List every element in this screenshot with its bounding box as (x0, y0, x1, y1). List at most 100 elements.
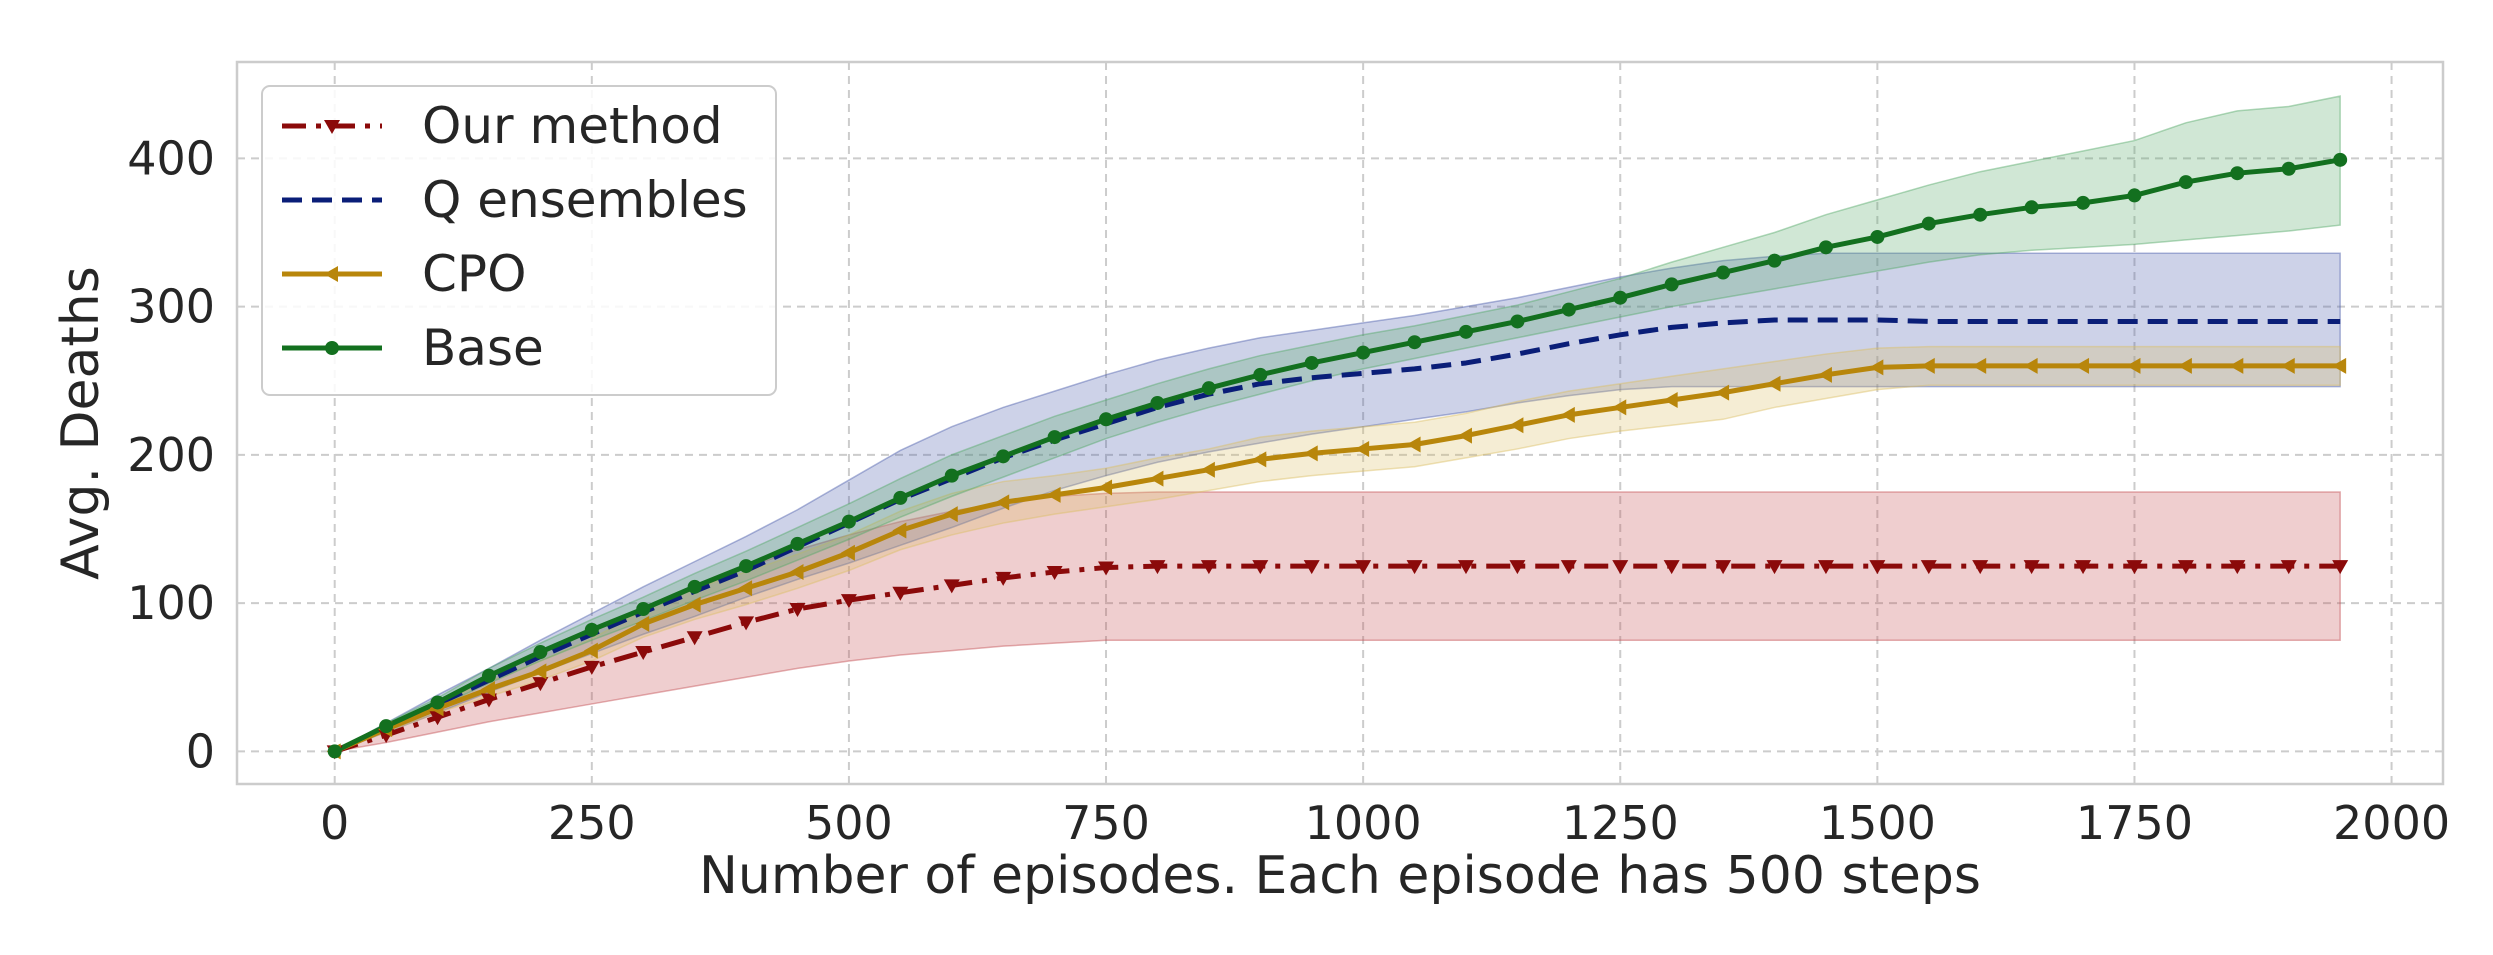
data-point (635, 615, 650, 632)
data-point (1252, 451, 1267, 468)
data-point (2126, 560, 2143, 575)
data-point (1716, 265, 1731, 280)
data-point (1664, 277, 1679, 292)
data-point (636, 602, 651, 617)
y-tick-label: 100 (127, 576, 215, 630)
data-point (532, 677, 549, 692)
data-point (687, 579, 702, 594)
data-point (1920, 357, 1935, 374)
data-point (2178, 175, 2193, 190)
data-point (995, 494, 1010, 511)
data-point (2280, 560, 2297, 575)
data-point (1561, 302, 1576, 317)
data-point (1099, 412, 1114, 427)
x-tick-label: 750 (1062, 796, 1150, 850)
data-point (327, 744, 342, 759)
x-axis-label: Number of episodes. Each episode has 500… (699, 846, 1981, 906)
x-tick-label: 1500 (1819, 796, 1936, 850)
data-point (480, 693, 497, 708)
data-point (1201, 381, 1216, 396)
data-point (686, 631, 703, 646)
data-point (1406, 560, 1423, 575)
y-tick-labels: 0 100 200 300 400 (127, 131, 215, 778)
data-point (1200, 560, 1217, 575)
data-point (841, 514, 856, 529)
data-point (1355, 440, 1370, 457)
data-point (1149, 560, 1166, 575)
data-point (1150, 395, 1165, 410)
data-point (1509, 560, 1526, 575)
legend-label: Our method (422, 97, 723, 155)
data-point (1613, 290, 1628, 305)
data-point (2229, 357, 2244, 374)
data-point (739, 559, 754, 574)
data-point (1869, 560, 1886, 575)
data-point (2281, 161, 2296, 176)
data-point (789, 563, 804, 580)
data-point (892, 586, 909, 601)
y-tick-label: 0 (186, 724, 215, 778)
data-point (1252, 560, 1269, 575)
data-point (996, 449, 1011, 464)
data-point (1457, 560, 1474, 575)
data-point (2332, 560, 2349, 575)
legend: Our method Q ensembles CPO Base (261, 85, 777, 396)
series-line (333, 363, 2341, 754)
data-point (686, 596, 701, 613)
data-point (1098, 479, 1113, 496)
data-point (2177, 357, 2192, 374)
data-point (1510, 314, 1525, 329)
data-point (2023, 357, 2038, 374)
legend-label: Base (422, 319, 544, 377)
series-markers (326, 152, 2349, 760)
data-point (480, 681, 495, 698)
data-point (2177, 560, 2194, 575)
data-point (1303, 445, 1318, 462)
data-point (1817, 366, 1832, 383)
data-point (584, 622, 599, 637)
data-point (943, 579, 960, 594)
series-line (333, 157, 2341, 754)
x-tick-label: 1750 (2076, 796, 2193, 850)
data-point (892, 522, 907, 539)
legend-label: Q ensembles (422, 171, 748, 229)
series-line (333, 563, 2341, 754)
legend-label: CPO (422, 245, 526, 303)
legend-marker (324, 120, 340, 134)
series-lines (333, 157, 2341, 754)
data-point (1663, 560, 1680, 575)
data-point (1356, 345, 1371, 360)
x-tick-label: 1250 (1562, 796, 1679, 850)
data-point (790, 536, 805, 551)
x-tick-label: 1000 (1305, 796, 1422, 850)
data-point (1663, 392, 1678, 409)
data-point (1766, 560, 1783, 575)
data-point (1715, 384, 1730, 401)
data-point (2332, 357, 2347, 374)
data-point (1149, 470, 1164, 487)
data-point (893, 490, 908, 505)
data-point (1972, 357, 1987, 374)
data-point (1973, 207, 1988, 222)
data-point (1304, 355, 1319, 370)
data-point (2280, 357, 2295, 374)
data-point (1200, 461, 1215, 478)
data-point (533, 645, 548, 660)
data-point (1920, 560, 1937, 575)
data-point (995, 571, 1012, 586)
data-point (1560, 560, 1577, 575)
y-axis-label: Avg. Deaths (51, 266, 111, 580)
legend-marker (325, 341, 339, 355)
x-tick-label: 250 (548, 796, 636, 850)
x-tick-label: 0 (320, 796, 349, 850)
data-point (2127, 188, 2142, 203)
x-tick-label: 2000 (2333, 796, 2450, 850)
data-point (1817, 560, 1834, 575)
y-tick-label: 400 (127, 131, 215, 185)
x-tick-labels: 0 250 500 750 1000 1250 1500 1750 2000 (320, 796, 2450, 850)
data-point (2023, 560, 2040, 575)
data-point (1869, 359, 1884, 376)
data-point (1046, 486, 1061, 503)
